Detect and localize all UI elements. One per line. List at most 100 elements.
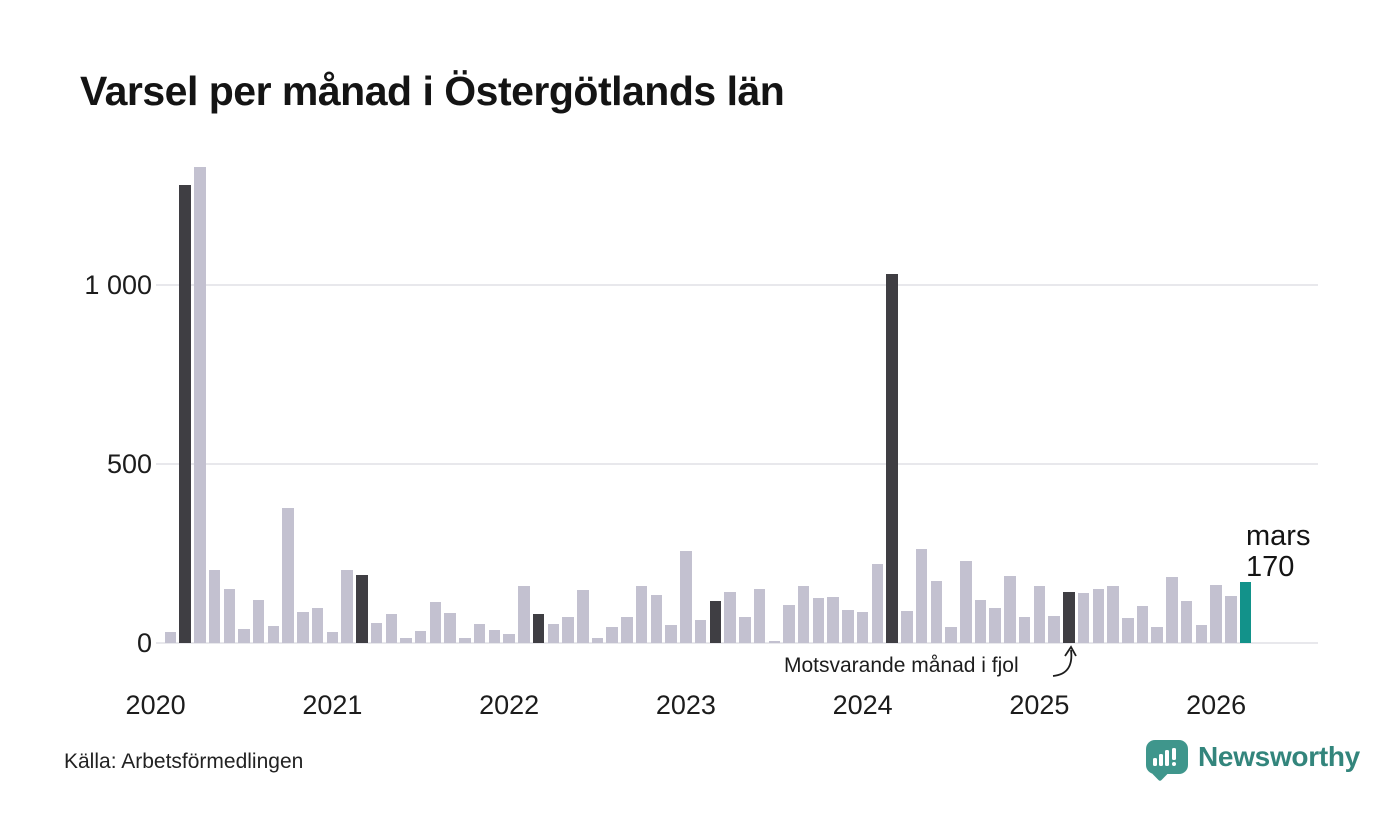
gridline-1000 bbox=[156, 284, 1318, 286]
bar-2022-05 bbox=[562, 617, 574, 643]
bar-2024-10 bbox=[989, 608, 1001, 643]
y-axis-tick-label: 500 bbox=[106, 449, 152, 479]
bar-2021-06 bbox=[400, 637, 412, 643]
current-month-data-label: mars 170 bbox=[1246, 520, 1311, 584]
bar-2025-12 bbox=[1195, 624, 1208, 643]
bar-2022-08 bbox=[606, 626, 618, 643]
bar-2020-05 bbox=[208, 569, 221, 643]
bar-2024-01 bbox=[856, 611, 869, 643]
y-axis-tick-label: 0 bbox=[136, 628, 152, 658]
x-axis-year-label: 2023 bbox=[655, 690, 716, 720]
newsworthy-speech-bubble-chart-icon bbox=[1146, 740, 1188, 782]
bar-2025-07 bbox=[1122, 617, 1134, 643]
bar-2020-02 bbox=[164, 632, 177, 643]
bar-2025-11 bbox=[1180, 601, 1193, 643]
bar-2020-12 bbox=[311, 607, 324, 643]
newsworthy-wordmark: Newsworthy bbox=[1198, 741, 1360, 772]
bar-2021-12 bbox=[488, 629, 501, 643]
bar-2020-03 bbox=[179, 184, 191, 643]
logo-exclamation-dot bbox=[1172, 762, 1176, 766]
bar-2021-02 bbox=[341, 569, 353, 643]
bar-2025-02 bbox=[1048, 615, 1060, 643]
logo-chart-bar bbox=[1153, 758, 1157, 766]
bar-2021-04 bbox=[370, 623, 383, 643]
bar-2023-11 bbox=[827, 597, 839, 643]
bar-2023-02 bbox=[694, 620, 707, 643]
bar-2022-12 bbox=[665, 625, 677, 643]
logo-chart-bar bbox=[1165, 750, 1169, 766]
bar-2021-08 bbox=[429, 601, 442, 643]
bar-2022-02 bbox=[518, 585, 530, 643]
bar-2025-03 bbox=[1063, 592, 1075, 643]
y-axis-tick-label: 1 000 bbox=[84, 270, 152, 300]
bar-2022-07 bbox=[591, 638, 604, 643]
bar-2021-09 bbox=[444, 613, 456, 643]
bar-2020-06 bbox=[223, 589, 235, 643]
bar-2023-09 bbox=[797, 585, 810, 643]
x-axis-year-label: 2024 bbox=[832, 690, 893, 720]
bar-2023-07 bbox=[768, 640, 780, 643]
bar-2023-10 bbox=[812, 597, 825, 643]
bar-2020-08 bbox=[252, 600, 265, 643]
gridline-500 bbox=[156, 463, 1318, 465]
annotation-previous-year-month: Motsvarande månad i fjol bbox=[784, 654, 1019, 677]
bar-2023-01 bbox=[680, 551, 692, 643]
x-axis-year-label: 2026 bbox=[1186, 690, 1247, 720]
bar-2020-10 bbox=[282, 507, 294, 643]
bar-2025-04 bbox=[1077, 593, 1090, 643]
x-axis-year-label: 2020 bbox=[125, 690, 186, 720]
bar-2024-08 bbox=[960, 560, 972, 643]
bar-2021-07 bbox=[414, 631, 427, 643]
bar-2026-01 bbox=[1210, 584, 1222, 643]
bar-2021-01 bbox=[326, 632, 339, 643]
bar-2025-01 bbox=[1033, 585, 1046, 643]
bar-2021-10 bbox=[459, 638, 471, 643]
bar-2022-04 bbox=[547, 624, 560, 643]
bar-2024-03 bbox=[886, 274, 898, 643]
bar-2025-10 bbox=[1166, 577, 1178, 643]
x-axis-year-label: 2025 bbox=[1009, 690, 1070, 720]
newsworthy-logo: Newsworthy bbox=[1146, 740, 1360, 782]
bar-2023-05 bbox=[739, 616, 751, 643]
annotation-arrow bbox=[1052, 645, 1077, 677]
bar-2025-08 bbox=[1136, 606, 1149, 643]
logo-chart-bar bbox=[1159, 754, 1163, 766]
bar-2020-07 bbox=[238, 628, 250, 643]
x-axis-year-label: 2021 bbox=[302, 690, 363, 720]
bar-2023-04 bbox=[724, 592, 736, 643]
bar-2020-04 bbox=[194, 166, 206, 643]
bar-2022-01 bbox=[503, 634, 515, 643]
bar-2022-03 bbox=[532, 613, 545, 643]
bar-2021-11 bbox=[473, 623, 486, 643]
bar-2022-06 bbox=[577, 589, 589, 643]
bar-2023-12 bbox=[842, 609, 854, 643]
bar-2022-09 bbox=[621, 616, 633, 643]
logo-exclamation-bar bbox=[1172, 748, 1176, 760]
bar-2020-11 bbox=[297, 612, 309, 643]
bar-2023-08 bbox=[783, 604, 795, 643]
bar-2024-07 bbox=[945, 626, 957, 643]
bar-2023-06 bbox=[753, 588, 766, 643]
bar-2021-05 bbox=[385, 614, 398, 643]
bar-2023-03 bbox=[709, 600, 722, 643]
bar-2025-09 bbox=[1151, 626, 1163, 643]
x-axis-year-label: 2022 bbox=[479, 690, 540, 720]
bar-2025-06 bbox=[1107, 585, 1119, 643]
bar-2022-11 bbox=[650, 595, 663, 643]
current-month-value: 170 bbox=[1246, 551, 1295, 584]
bar-2022-10 bbox=[635, 586, 648, 643]
bar-2024-02 bbox=[871, 564, 884, 643]
current-month-name: mars bbox=[1246, 520, 1311, 552]
source-caption: Källa: Arbetsförmedlingen bbox=[64, 750, 304, 773]
bar-2026-02 bbox=[1225, 596, 1237, 643]
bar-2026-03 bbox=[1239, 582, 1252, 643]
bar-2021-03 bbox=[356, 574, 368, 643]
bar-2020-09 bbox=[267, 626, 280, 643]
bar-2024-12 bbox=[1018, 616, 1031, 643]
bar-2024-11 bbox=[1004, 575, 1016, 643]
bar-2024-05 bbox=[915, 549, 928, 643]
bar-2024-09 bbox=[974, 600, 987, 643]
bar-2024-06 bbox=[930, 580, 943, 643]
chart-title: Varsel per månad i Östergötlands län bbox=[80, 68, 785, 114]
